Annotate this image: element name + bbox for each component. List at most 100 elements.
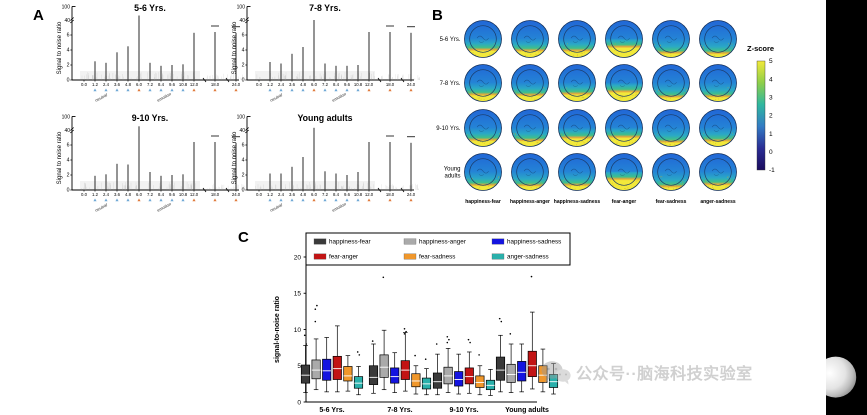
svg-text:0.0: 0.0 xyxy=(81,82,88,87)
svg-text:8.4: 8.4 xyxy=(333,82,340,87)
svg-text:18.0: 18.0 xyxy=(386,192,395,197)
svg-text:2: 2 xyxy=(242,63,245,69)
svg-text:neutral: neutral xyxy=(94,92,109,103)
svg-text:7.2: 7.2 xyxy=(147,82,154,87)
svg-text:7-8 Yrs.: 7-8 Yrs. xyxy=(440,81,461,87)
svg-text:3.6: 3.6 xyxy=(114,192,121,197)
svg-text:8.4: 8.4 xyxy=(158,82,165,87)
svg-text:0: 0 xyxy=(297,399,301,406)
svg-text:emotion: emotion xyxy=(331,201,347,213)
svg-text:2.4: 2.4 xyxy=(103,192,110,197)
svg-text:2: 2 xyxy=(242,173,245,179)
svg-text:9.6: 9.6 xyxy=(169,192,176,197)
svg-text:6: 6 xyxy=(67,33,70,39)
svg-text:0: 0 xyxy=(242,188,245,194)
svg-text:8.4: 8.4 xyxy=(158,192,165,197)
svg-text:100: 100 xyxy=(237,4,246,10)
svg-text:100: 100 xyxy=(62,114,71,120)
svg-text:12.0: 12.0 xyxy=(190,192,199,197)
svg-text:10.8: 10.8 xyxy=(179,82,188,87)
svg-text:happiness-anger: happiness-anger xyxy=(510,199,550,205)
svg-text:7.2: 7.2 xyxy=(322,82,329,87)
svg-text:neutral: neutral xyxy=(269,202,284,213)
svg-text:18.0: 18.0 xyxy=(386,82,395,87)
svg-text:7.2: 7.2 xyxy=(322,192,329,197)
svg-text:emotion: emotion xyxy=(156,201,172,213)
svg-text:6.0: 6.0 xyxy=(311,82,318,87)
svg-text:100: 100 xyxy=(62,4,71,10)
svg-text:18.0: 18.0 xyxy=(211,82,220,87)
svg-text:2: 2 xyxy=(67,63,70,69)
svg-text:2: 2 xyxy=(67,173,70,179)
svg-text:-1: -1 xyxy=(769,167,775,174)
svg-text:9-10 Yrs.: 9-10 Yrs. xyxy=(132,113,169,123)
svg-text:1.2: 1.2 xyxy=(267,82,274,87)
svg-text:0: 0 xyxy=(67,188,70,194)
svg-text:1.2: 1.2 xyxy=(92,192,99,197)
svg-text:24.0: 24.0 xyxy=(407,82,416,87)
svg-text:1.2: 1.2 xyxy=(267,192,274,197)
svg-text:Z-score: Z-score xyxy=(747,44,774,53)
svg-text:20: 20 xyxy=(294,254,302,261)
svg-text:fear-anger: fear-anger xyxy=(329,253,358,260)
svg-text:12.0: 12.0 xyxy=(190,82,199,87)
svg-text:4.8: 4.8 xyxy=(300,192,307,197)
svg-text:happiness-fear: happiness-fear xyxy=(329,238,371,245)
svg-text:10.8: 10.8 xyxy=(179,192,188,197)
svg-text:4: 4 xyxy=(67,48,70,54)
svg-text:4.8: 4.8 xyxy=(300,82,307,87)
svg-text:3.6: 3.6 xyxy=(289,192,296,197)
svg-text:4: 4 xyxy=(769,76,773,83)
svg-text:1: 1 xyxy=(769,131,773,138)
svg-text:Signal to noise ratio: Signal to noise ratio xyxy=(232,21,238,74)
svg-text:2.4: 2.4 xyxy=(103,82,110,87)
svg-text:3: 3 xyxy=(769,95,773,102)
svg-text:Signal to noise ratio: Signal to noise ratio xyxy=(57,21,63,74)
svg-text:9.6: 9.6 xyxy=(169,82,176,87)
svg-text:Signal to noise ratio: Signal to noise ratio xyxy=(232,131,238,184)
svg-text:Young adults: Young adults xyxy=(505,407,549,414)
svg-text:emotion: emotion xyxy=(156,91,172,103)
svg-text:6.0: 6.0 xyxy=(311,192,318,197)
svg-text:9.6: 9.6 xyxy=(344,192,351,197)
svg-text:9-10 Yrs.: 9-10 Yrs. xyxy=(449,407,478,414)
svg-text:3.6: 3.6 xyxy=(289,82,296,87)
svg-text:6: 6 xyxy=(242,143,245,149)
svg-text:4: 4 xyxy=(242,48,245,54)
svg-text:2.4: 2.4 xyxy=(278,192,285,197)
svg-text:happiness-sadness: happiness-sadness xyxy=(554,199,601,205)
svg-text:24.0: 24.0 xyxy=(407,192,416,197)
svg-text:fear-sadness: fear-sadness xyxy=(656,199,687,205)
svg-text:4.8: 4.8 xyxy=(125,192,132,197)
svg-text:neutral: neutral xyxy=(269,92,284,103)
svg-text:7-8 Yrs.: 7-8 Yrs. xyxy=(387,407,412,414)
svg-text:10.8: 10.8 xyxy=(354,192,363,197)
svg-text:100: 100 xyxy=(237,114,246,120)
svg-text:Signal to noise ratio: Signal to noise ratio xyxy=(57,131,63,184)
svg-text:0.0: 0.0 xyxy=(256,192,263,197)
svg-text:2.4: 2.4 xyxy=(278,82,285,87)
svg-text:5: 5 xyxy=(769,58,773,65)
svg-text:3.6: 3.6 xyxy=(114,82,121,87)
svg-text:18.0: 18.0 xyxy=(211,192,220,197)
svg-text:signal-to-noise ratio: signal-to-noise ratio xyxy=(274,296,281,363)
svg-text:adults: adults xyxy=(444,174,460,180)
svg-text:9.6: 9.6 xyxy=(344,82,351,87)
svg-text:4.8: 4.8 xyxy=(125,82,132,87)
svg-text:0: 0 xyxy=(769,149,773,156)
svg-text:happiness-fear: happiness-fear xyxy=(465,199,501,205)
svg-text:7-8 Yrs.: 7-8 Yrs. xyxy=(309,3,341,13)
svg-text:1.2: 1.2 xyxy=(92,82,99,87)
svg-text:40: 40 xyxy=(64,18,70,24)
svg-text:40: 40 xyxy=(239,128,245,134)
svg-text:Young: Young xyxy=(444,167,461,173)
svg-text:happiness-sadness: happiness-sadness xyxy=(507,238,561,245)
svg-text:0: 0 xyxy=(67,78,70,84)
svg-text:10.8: 10.8 xyxy=(354,82,363,87)
svg-text:anger-sadness: anger-sadness xyxy=(507,253,549,260)
svg-text:fear-sadness: fear-sadness xyxy=(419,253,455,260)
svg-text:5-6 Yrs.: 5-6 Yrs. xyxy=(440,37,461,43)
svg-text:6.0: 6.0 xyxy=(136,82,143,87)
svg-text:40: 40 xyxy=(239,18,245,24)
svg-text:12.0: 12.0 xyxy=(365,82,374,87)
